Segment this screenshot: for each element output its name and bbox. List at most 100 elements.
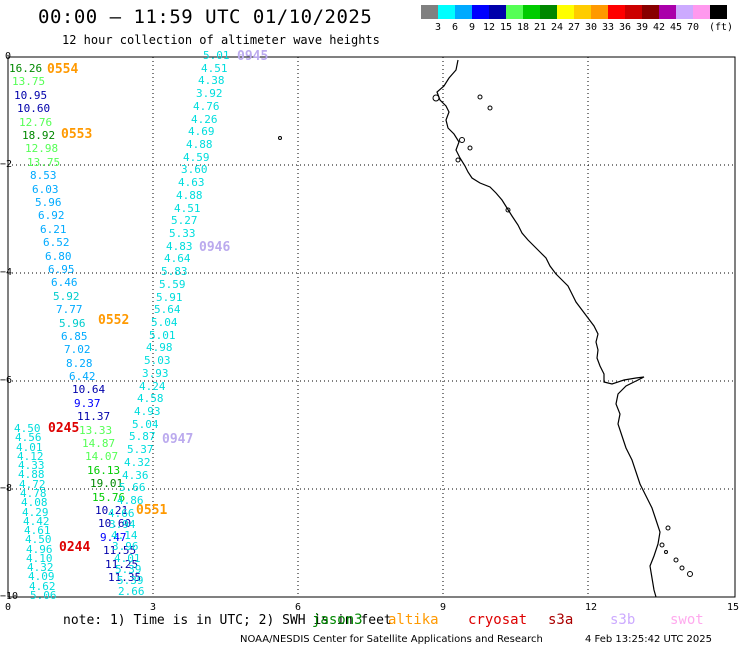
legend-swatch (710, 5, 727, 19)
wave-height-value: 4.38 (198, 74, 225, 87)
legend-label: 27 (567, 22, 581, 33)
wave-height-value: 6.21 (40, 223, 67, 236)
wave-height-value: 2.66 (118, 585, 145, 598)
y-tick-label: −6 (0, 375, 13, 386)
wave-height-value: 3.94 (109, 518, 136, 531)
wave-height-value: 15.76 (92, 491, 126, 504)
legend-swatch (693, 5, 710, 19)
wave-height-value: 14.07 (85, 450, 119, 463)
wave-height-value: 13.33 (79, 424, 113, 437)
wave-height-value: 4.24 (139, 380, 166, 393)
pass-label: 0551 (136, 503, 168, 518)
wave-height-value: 13.75 (27, 156, 61, 169)
wave-height-value: 4.88 (18, 468, 45, 481)
wave-height-value: 4.56 (15, 431, 42, 444)
wave-height-value: 11.55 (103, 544, 137, 557)
wave-height-value: 4.78 (20, 487, 47, 500)
pass-label: 0244 (59, 540, 91, 555)
wave-height-value: 6.85 (61, 330, 88, 343)
x-tick-label: 0 (5, 602, 12, 613)
wave-height-value: 4.12 (17, 450, 44, 463)
wave-height-value: 4.88 (176, 189, 203, 202)
wave-height-value: 6.46 (51, 276, 78, 289)
wave-height-value: 4.01 (114, 552, 141, 565)
wave-height-value: 4.88 (186, 138, 213, 151)
pass-label: 0947 (162, 432, 194, 447)
wave-height-value: 5.83 (161, 265, 188, 278)
x-tick-label: 6 (295, 602, 302, 613)
satellite-label-swot: swot (670, 612, 704, 628)
wave-height-value: 3.60 (181, 163, 208, 176)
wave-height-value: 18.92 (22, 129, 56, 142)
wave-height-value: 4.36 (122, 469, 149, 482)
wave-height-value: 4.51 (174, 202, 201, 215)
x-tick-label: 3 (150, 602, 157, 613)
wave-height-value: 4.33 (18, 459, 45, 472)
map-frame (7, 56, 736, 598)
wave-height-value: 5.91 (156, 291, 183, 304)
footer-note: note: 1) Time is in UTC; 2) SWH is in fe… (63, 613, 392, 628)
legend-swatch (523, 5, 540, 19)
wave-height-value: 9.37 (74, 397, 101, 410)
wave-height-value: 5.27 (171, 214, 198, 227)
x-tick-label: 12 (585, 602, 598, 613)
wave-height-value: 4.32 (124, 456, 151, 469)
wave-height-value: 5.01 (203, 49, 230, 62)
legend-label: 3 (434, 22, 442, 33)
wave-height-value: 4.98 (146, 341, 173, 354)
legend-label: 15 (499, 22, 513, 33)
wave-height-value: 9.47 (100, 531, 127, 544)
legend-swatch (591, 5, 608, 19)
credit-text: NOAA/NESDIS Center for Satellite Applica… (240, 634, 543, 645)
wave-height-value: 4.69 (188, 125, 215, 138)
wave-height-value: 7.77 (56, 303, 83, 316)
map-subtitle: 12 hour collection of altimeter wave hei… (62, 33, 380, 47)
wave-height-value: 4.62 (29, 580, 56, 593)
wave-height-value: 4.83 (166, 240, 193, 253)
legend-swatch (438, 5, 455, 19)
legend-swatch (506, 5, 523, 19)
wave-height-value: 5.92 (53, 290, 80, 303)
wave-height-value: 4.66 (108, 507, 135, 520)
timestamp-text: 4 Feb 13:25:42 UTC 2025 (585, 634, 712, 645)
wave-height-value: 6.03 (32, 183, 59, 196)
wave-height-value: 4.10 (26, 552, 53, 565)
satellite-label-s3b: s3b (610, 612, 636, 628)
legend-label: 12 (482, 22, 496, 33)
legend-swatch (489, 5, 506, 19)
wave-height-value: 5.66 (119, 481, 146, 494)
pass-label: 0552 (98, 313, 130, 328)
wave-height-value: 4.32 (27, 561, 54, 574)
legend-swatch (540, 5, 557, 19)
legend-swatch (421, 5, 438, 19)
map-title: 00:00 – 11:59 UTC 01/10/2025 (38, 6, 373, 28)
wave-height-value: 5.96 (35, 196, 62, 209)
satellite-label-jason3: jason3 (312, 612, 363, 628)
x-tick-label: 15 (727, 602, 740, 613)
satellite-label-cryosat: cryosat (468, 612, 528, 628)
legend-unit: (ft) (708, 22, 734, 33)
wave-height-value: 4.51 (201, 62, 228, 75)
legend-label: 24 (550, 22, 564, 33)
legend-label: 18 (516, 22, 530, 33)
legend-swatch (472, 5, 489, 19)
wave-height-value: 4.93 (134, 405, 161, 418)
wave-height-value: 4.50 (14, 422, 41, 435)
wave-height-value: 4.09 (28, 570, 55, 583)
wave-height-value: 5.64 (154, 303, 181, 316)
wave-height-value: 5.06 (30, 589, 57, 602)
satellite-label-altika: altika (388, 612, 439, 628)
wave-height-value: 5.39 (115, 563, 142, 576)
wave-height-value: 5.04 (132, 418, 159, 431)
wave-height-value: 10.60 (17, 102, 51, 115)
wave-height-value: 10.95 (14, 89, 48, 102)
wave-height-value: 6.42 (69, 370, 96, 383)
pass-label: 0554 (47, 62, 79, 77)
legend-swatch (455, 5, 472, 19)
wave-height-value: 19.01 (90, 477, 124, 490)
wave-height-value: 4.01 (16, 441, 43, 454)
satellite-label-s3a: s3a (548, 612, 574, 628)
wave-height-value: 5.01 (149, 329, 176, 342)
legend-swatch (574, 5, 591, 19)
wave-height-value: 4.58 (137, 392, 164, 405)
